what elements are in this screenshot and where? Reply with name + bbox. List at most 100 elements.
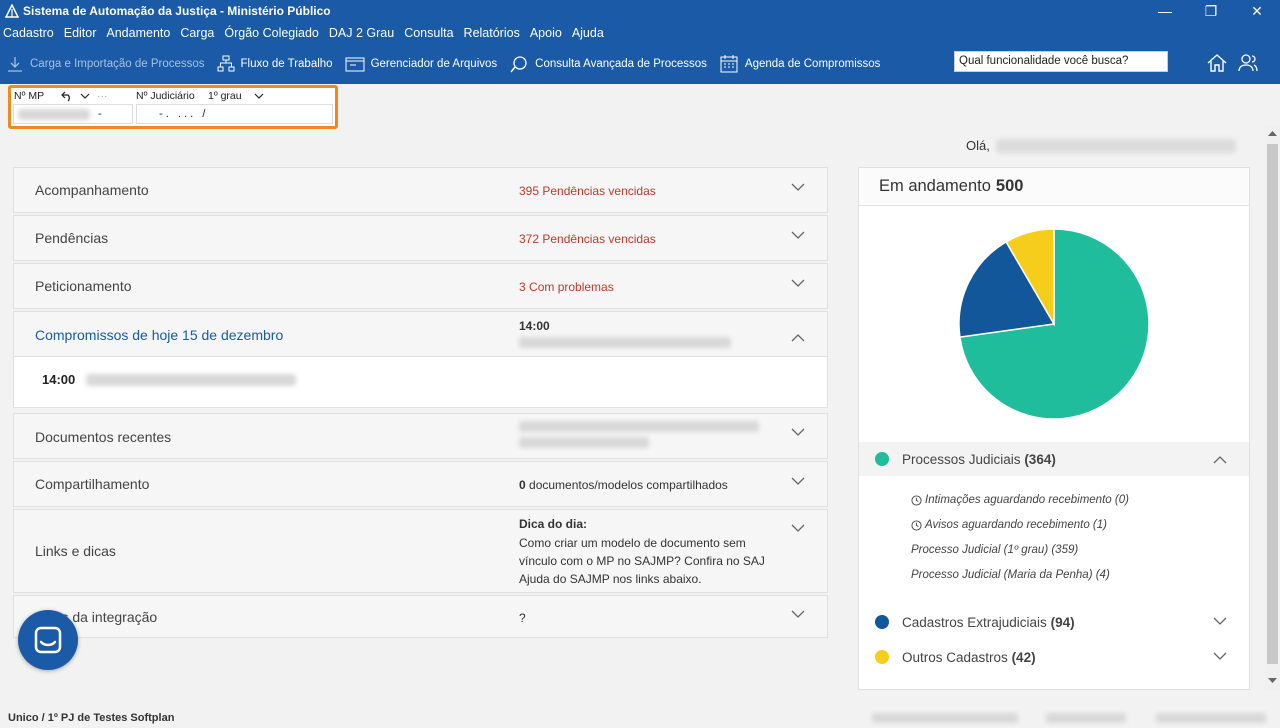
menu-relatorios[interactable]: Relatórios [463, 26, 520, 40]
app-logo-icon [5, 4, 19, 18]
compartilhamento-status: 0 documentos/modelos compartilhados [519, 478, 728, 492]
documentos-recentes-section[interactable]: Documentos recentes [13, 413, 828, 459]
mp-number-input[interactable]: - [13, 104, 133, 124]
documento-redacted-1 [519, 421, 759, 432]
acompanhamento-title: Acompanhamento [35, 182, 149, 198]
grau-chevron-down-icon[interactable] [254, 91, 264, 101]
chevron-down-icon[interactable] [1213, 614, 1227, 628]
chevron-up-icon[interactable] [791, 331, 805, 345]
chevron-down-icon[interactable] [791, 521, 805, 535]
chevron-down-icon[interactable] [80, 91, 90, 101]
chat-launcher-button[interactable] [18, 610, 78, 670]
panel-header: Em andamento 500 [859, 168, 1249, 206]
pendencias-section[interactable]: Pendências 372 Pendências vencidas [13, 215, 828, 261]
gerenciador-arquivos-label: Gerenciador de Arquivos [370, 58, 498, 70]
processos-judiciais-dot [875, 452, 889, 466]
clock-icon [911, 494, 922, 506]
cadastros-extrajudiciais-dot [875, 615, 889, 629]
legend-cadastros-extrajudiciais[interactable]: Cadastros Extrajudiciais (94) [859, 605, 1249, 639]
outros-cadastros-dot [875, 650, 889, 664]
home-icon[interactable] [1206, 52, 1228, 74]
consulta-avancada-label: Consulta Avançada de Processos [535, 58, 707, 70]
compromisso-desc-redacted [519, 337, 731, 348]
status-footer: Unico / 1º PJ de Testes Softplan [0, 708, 1280, 728]
users-icon[interactable] [1237, 52, 1259, 74]
judicial-number-input[interactable]: - . . . . / [136, 104, 333, 124]
documento-redacted-2 [519, 437, 649, 448]
compartilhamento-section[interactable]: Compartilhamento 0 documentos/modelos co… [13, 461, 828, 507]
legend-outros-cadastros[interactable]: Outros Cadastros (42) [859, 640, 1249, 674]
chevron-down-icon[interactable] [791, 425, 805, 439]
erros-integracao-value: ? [519, 611, 526, 625]
mp-number-label: Nº MP [14, 90, 45, 102]
subitem-intimacoes[interactable]: Intimações aguardando recebimento (0) [911, 494, 1129, 506]
consulta-avancada-button[interactable]: Consulta Avançada de Processos [509, 55, 707, 73]
gerenciador-arquivos-button[interactable]: Gerenciador de Arquivos [345, 55, 498, 73]
agenda-compromissos-label: Agenda de Compromissos [744, 58, 881, 70]
compromissos-title: Compromissos de hoje 15 de dezembro [35, 327, 284, 343]
acompanhamento-section[interactable]: Acompanhamento 395 Pendências vencidas [13, 167, 828, 213]
subitem-avisos[interactable]: Avisos aguardando recebimento (1) [911, 519, 1107, 531]
menu-ajuda[interactable]: Ajuda [571, 26, 604, 40]
restore-button[interactable]: ❐ [1204, 2, 1218, 19]
compromissos-time: 14:00 [519, 319, 550, 333]
process-number-widget: Nº MP ··· Nº Judiciário 1º grau - - . . … [8, 85, 338, 129]
panel-title: Em andamento [879, 177, 991, 195]
fluxo-trabalho-button[interactable]: Fluxo de Trabalho [217, 55, 333, 73]
menu-orgao-colegiado[interactable]: Órgão Colegiado [224, 26, 319, 40]
subitem-maria-da-penha[interactable]: Processo Judicial (Maria da Penha) (4) [911, 569, 1110, 581]
menu-andamento[interactable]: Andamento [106, 26, 171, 40]
panel-total: 500 [995, 177, 1024, 195]
menu-editor[interactable]: Editor [63, 26, 97, 40]
carga-importacao-label: Carga e Importação de Processos [30, 58, 205, 70]
peticionamento-section[interactable]: Peticionamento 3 Com problemas [13, 263, 828, 309]
compromissos-body: 14:00 [13, 357, 828, 408]
compartilhamento-title: Compartilhamento [35, 476, 150, 492]
window-title: Sistema de Automação da Justiça - Minist… [23, 4, 331, 18]
compromisso-time: 14:00 [42, 372, 76, 387]
scroll-down-icon[interactable] [1268, 677, 1277, 684]
dica-text: Como criar um modelo de documento sem ví… [519, 536, 765, 586]
menu-cadastro[interactable]: Cadastro [3, 26, 54, 40]
grau-select[interactable]: 1º grau [208, 90, 242, 102]
undo-icon[interactable] [61, 90, 73, 102]
links-dicas-section[interactable]: Links e dicas Dica do dia: Como criar um… [13, 509, 828, 593]
scrollbar-thumb[interactable] [1267, 144, 1278, 664]
pie-slice-outros-cadastros[interactable] [1005, 228, 1055, 327]
agenda-compromissos-button[interactable]: Agenda de Compromissos [719, 54, 881, 74]
menu-apoio[interactable]: Apoio [529, 26, 562, 40]
workflow-icon [217, 55, 235, 72]
advanced-search-icon [510, 56, 527, 73]
compromisso-detail-redacted [86, 374, 296, 386]
legend-processos-judiciais[interactable]: Processos Judiciais (364) [859, 442, 1249, 476]
close-button[interactable]: ✕ [1251, 2, 1263, 19]
feature-search-input[interactable]: Qual funcionalidade você busca? [954, 51, 1168, 72]
more-options-icon[interactable]: ··· [97, 90, 108, 102]
chevron-down-icon[interactable] [791, 180, 805, 194]
menu-daj-2-grau[interactable]: DAJ 2 Grau [328, 26, 395, 40]
pie-slice-cadastros-extrajudiciais[interactable] [958, 240, 1056, 338]
chevron-down-icon[interactable] [791, 474, 805, 488]
subitem-processo-1-grau[interactable]: Processo Judicial (1º grau) (359) [911, 544, 1079, 556]
chevron-up-icon[interactable] [1213, 453, 1227, 467]
chevron-down-icon[interactable] [791, 607, 805, 621]
vertical-scrollbar[interactable] [1265, 126, 1280, 690]
clock-icon [911, 519, 922, 531]
chevron-down-icon[interactable] [1213, 649, 1227, 663]
pendencias-title: Pendências [35, 230, 109, 246]
scroll-up-icon[interactable] [1268, 130, 1277, 137]
chevron-down-icon[interactable] [791, 228, 805, 242]
menu-consulta[interactable]: Consulta [404, 26, 454, 40]
file-manager-icon [345, 57, 365, 72]
calendar-icon [720, 55, 738, 73]
chat-icon [34, 626, 62, 654]
pendencias-status: 372 Pendências vencidas [519, 232, 656, 246]
menu-carga[interactable]: Carga [180, 26, 215, 40]
user-name-redacted [995, 138, 1236, 153]
chevron-down-icon[interactable] [791, 276, 805, 290]
compromissos-section[interactable]: Compromissos de hoje 15 de dezembro 14:0… [13, 311, 828, 357]
minimize-button[interactable]: — [1158, 3, 1172, 19]
carga-importacao-button[interactable]: Carga e Importação de Processos [6, 55, 205, 73]
erros-integracao-section[interactable]: Erros da integração ? [13, 595, 828, 638]
acompanhamento-status: 395 Pendências vencidas [519, 184, 656, 198]
